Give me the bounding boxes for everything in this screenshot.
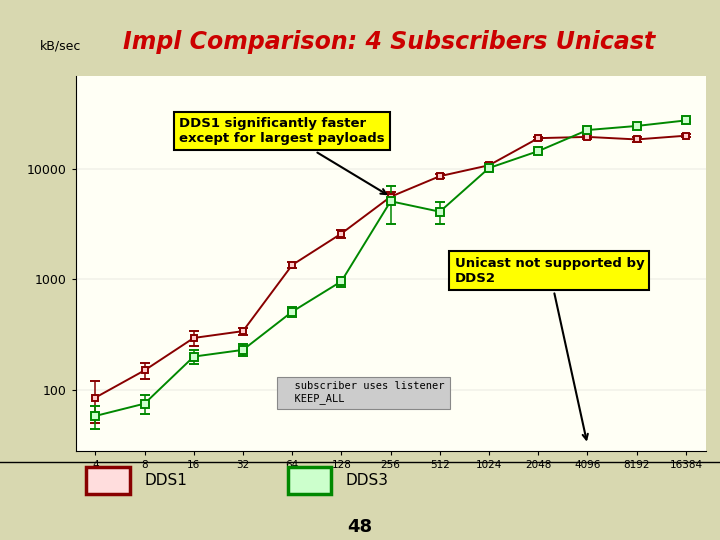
Text: DDS1 significantly faster
except for largest payloads: DDS1 significantly faster except for lar… xyxy=(179,117,386,194)
Text: 48: 48 xyxy=(348,517,372,536)
FancyBboxPatch shape xyxy=(288,467,331,494)
Text: kB/sec: kB/sec xyxy=(40,39,81,52)
Text: DDS3: DDS3 xyxy=(346,473,389,488)
Text: DDS1: DDS1 xyxy=(144,473,187,488)
Text: Impl Comparison: 4 Subscribers Unicast: Impl Comparison: 4 Subscribers Unicast xyxy=(122,30,655,54)
Text: Unicast not supported by
DDS2: Unicast not supported by DDS2 xyxy=(454,256,644,440)
FancyBboxPatch shape xyxy=(86,467,130,494)
Text: subscriber uses listener
  KEEP_ALL: subscriber uses listener KEEP_ALL xyxy=(282,381,445,403)
